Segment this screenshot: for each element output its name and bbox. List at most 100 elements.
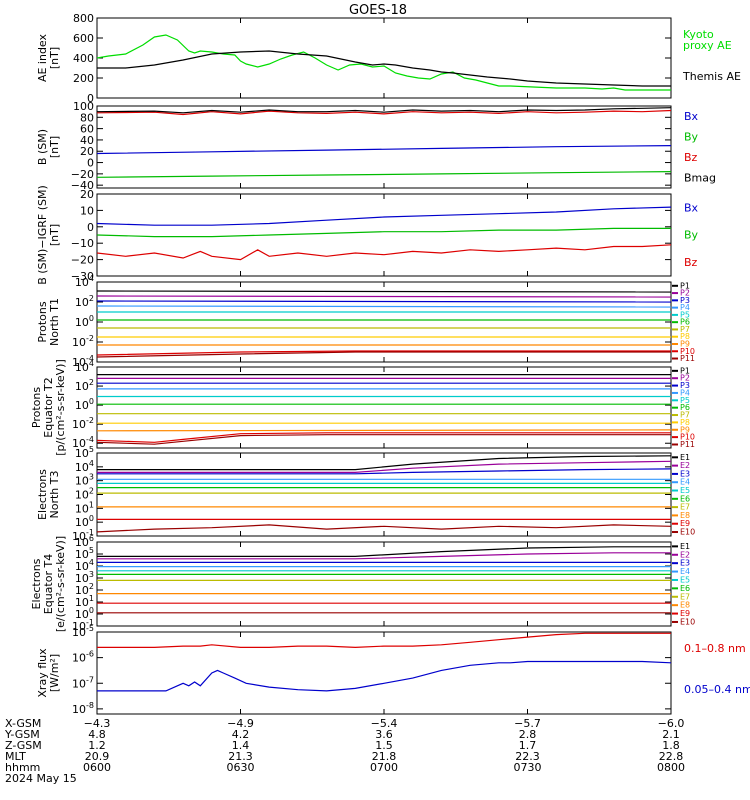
legend-label: E4 bbox=[680, 567, 690, 576]
series-group bbox=[97, 455, 671, 533]
x-row-value: 0730 bbox=[514, 761, 542, 774]
series-group bbox=[97, 632, 671, 692]
series-line-P1 bbox=[97, 290, 671, 293]
legend-label: Themis AE bbox=[682, 70, 741, 83]
series-line-Themis AE bbox=[97, 50, 671, 87]
y-tick-label-exp: 6 bbox=[89, 534, 94, 543]
y-tick-label: 101 bbox=[75, 500, 94, 515]
y-axis-label: North T3 bbox=[48, 471, 61, 519]
series-line-E1 bbox=[97, 546, 671, 558]
legend-label: P2 bbox=[680, 289, 690, 298]
legend-label: P6 bbox=[680, 318, 690, 327]
x-row-label: Z-GSM bbox=[5, 739, 42, 752]
y-tick-label: −20 bbox=[71, 168, 94, 181]
y-axis-label: B (SM) bbox=[36, 129, 49, 165]
y-tick-label-exp: 1 bbox=[89, 500, 94, 509]
legend-label: E2 bbox=[680, 550, 690, 559]
series-line-0.05–0.4 nm bbox=[97, 660, 671, 692]
y-tick-label-exp: -1 bbox=[86, 528, 94, 537]
y-tick-label-exp: -4 bbox=[86, 435, 94, 444]
legend-label: 0.05–0.4 nm bbox=[684, 683, 750, 696]
x-row-value: 4.2 bbox=[232, 728, 250, 741]
y-tick-label-exp: -2 bbox=[86, 416, 94, 425]
legend-label: P5 bbox=[680, 396, 690, 405]
y-tick-label: 100 bbox=[73, 100, 94, 113]
y-axis-label: Protons bbox=[36, 301, 49, 342]
y-axis-label: North T1 bbox=[48, 298, 61, 346]
y-tick-label: 10-5 bbox=[72, 624, 94, 639]
series-line-P11 bbox=[97, 351, 671, 358]
y-tick-label-exp: 0 bbox=[89, 514, 94, 523]
legend-label: P7 bbox=[680, 325, 690, 334]
legend-label: Bz bbox=[684, 256, 698, 269]
legend-label: P4 bbox=[680, 388, 690, 397]
series-line-P3 bbox=[97, 300, 671, 303]
y-axis-label: Equator T4 bbox=[42, 554, 55, 614]
x-row-label: hhmm bbox=[5, 761, 40, 774]
panel-frame bbox=[96, 17, 672, 99]
y-tick-label: −40 bbox=[71, 179, 94, 192]
x-row-value: 22.8 bbox=[659, 750, 684, 763]
legend-label: P8 bbox=[680, 332, 690, 341]
y-tick-label: 600 bbox=[73, 32, 94, 45]
legend-label: Bx bbox=[684, 110, 699, 123]
legend-label: E6 bbox=[680, 584, 690, 593]
x-row-value: 1.2 bbox=[88, 739, 106, 752]
y-axis-label: [e/(cm²-s-sr-keV)] bbox=[54, 536, 67, 632]
y-tick-label: 200 bbox=[73, 72, 94, 85]
series-group bbox=[97, 374, 671, 445]
x-row-value: 1.5 bbox=[375, 739, 393, 752]
legend-label: P9 bbox=[680, 339, 690, 348]
series-line-E2 bbox=[97, 460, 671, 473]
series-line-E2 bbox=[97, 552, 671, 560]
y-tick-label-exp: 0 bbox=[89, 606, 94, 615]
y-tick-label-exp: 0 bbox=[89, 314, 94, 323]
y-axis-label: [nT] bbox=[48, 224, 61, 246]
legend-label: E3 bbox=[680, 469, 690, 478]
legend-label: E7 bbox=[680, 592, 690, 601]
y-tick-label: 10-6 bbox=[72, 650, 94, 665]
panel-frame bbox=[96, 452, 672, 537]
legend-label: P10 bbox=[680, 347, 695, 356]
legend-label: E1 bbox=[680, 453, 690, 462]
y-tick-label-exp: 0 bbox=[89, 397, 94, 406]
y-tick-label-exp: 5 bbox=[89, 445, 94, 454]
x-row-value: 4.8 bbox=[88, 728, 106, 741]
panel-frame bbox=[96, 281, 672, 363]
y-axis-label: Electrons bbox=[30, 558, 43, 609]
y-tick-label-exp: 4 bbox=[89, 274, 94, 283]
y-axis-label: [p/(cm²-s-sr-keV)] bbox=[54, 359, 67, 456]
y-tick-label-exp: 3 bbox=[89, 570, 94, 579]
legend-label: E8 bbox=[680, 511, 690, 520]
y-tick-label: 104 bbox=[75, 274, 94, 289]
x-row-label: X-GSM bbox=[5, 717, 41, 730]
y-axis-label: B (SM)−IGRF (SM) bbox=[36, 185, 49, 285]
x-row-value: 1.7 bbox=[519, 739, 537, 752]
y-tick-label: 40 bbox=[80, 134, 94, 147]
legend-label: P3 bbox=[680, 296, 690, 305]
x-row-value: 2.1 bbox=[662, 728, 680, 741]
y-tick-label-exp: 3 bbox=[89, 473, 94, 482]
y-tick-label: −10 bbox=[71, 237, 94, 250]
legend-label: E2 bbox=[680, 461, 690, 470]
x-row-value: 1.4 bbox=[232, 739, 250, 752]
x-row-value: 21.3 bbox=[228, 750, 253, 763]
series-line-Bx bbox=[97, 145, 671, 155]
y-tick-label-exp: 2 bbox=[89, 294, 94, 303]
legend-label: E10 bbox=[680, 528, 695, 537]
y-tick-label: 104 bbox=[75, 359, 94, 374]
y-tick-label-exp: -4 bbox=[86, 354, 94, 363]
y-tick-label: 102 bbox=[75, 487, 94, 502]
legend-label: Kyoto bbox=[683, 28, 714, 41]
legend-label: P1 bbox=[680, 366, 690, 375]
y-tick-label-exp: 2 bbox=[89, 487, 94, 496]
legend-label: E5 bbox=[680, 486, 690, 495]
y-tick-label: −30 bbox=[71, 270, 94, 283]
legend-label: Bmag bbox=[684, 171, 716, 184]
y-tick-label-exp: 4 bbox=[89, 359, 94, 368]
series-line-E10 bbox=[97, 524, 671, 533]
